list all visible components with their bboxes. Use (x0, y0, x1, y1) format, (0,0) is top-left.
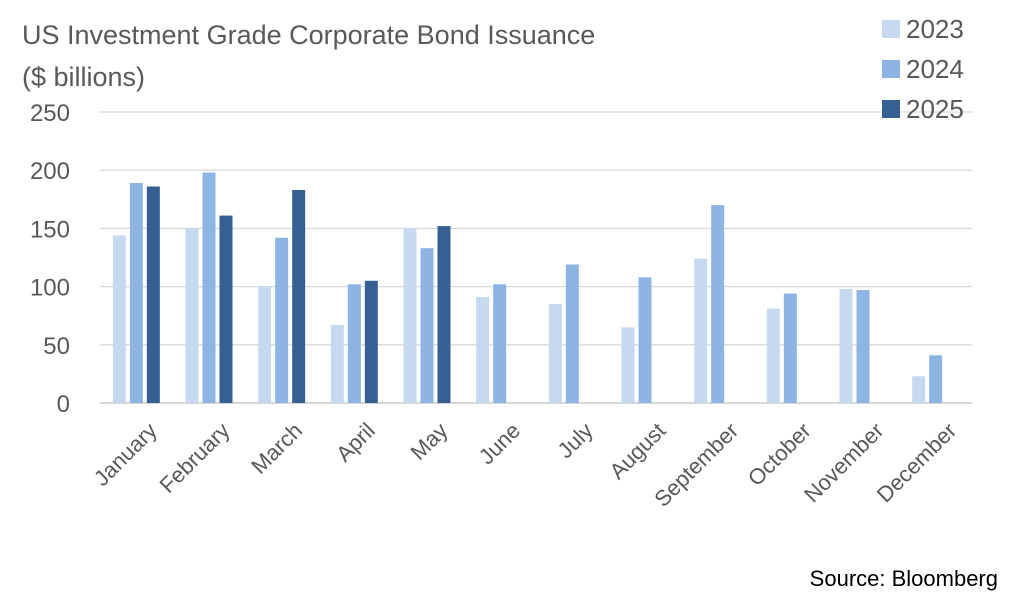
bar-2023-april (330, 325, 344, 403)
legend-swatch-2023 (882, 20, 900, 38)
bar-2023-june (476, 297, 490, 403)
bar-2024-august (638, 277, 652, 403)
chart-title-line1: US Investment Grade Corporate Bond Issua… (22, 20, 595, 50)
gridlines (100, 111, 972, 404)
bar-2024-september (711, 205, 725, 403)
x-tick-label-october: October (743, 418, 816, 491)
x-tick-label-april: April (331, 418, 380, 467)
bar-2023-december (912, 376, 926, 403)
bars (112, 172, 943, 403)
bar-2024-april (347, 284, 361, 403)
bar-2023-august (621, 327, 635, 403)
y-axis-ticks: 0 50 100 150 200 250 (30, 100, 70, 418)
x-tick-label-june: June (474, 418, 525, 469)
bar-2024-january (129, 183, 143, 403)
bar-2023-september (694, 258, 708, 403)
bar-2025-february (219, 215, 233, 403)
chart-title-line2: ($ billions) (22, 62, 145, 92)
bar-2024-july (565, 264, 579, 403)
bar-2025-may (437, 226, 451, 403)
bar-2023-july (548, 304, 562, 403)
x-tick-label-july: July (553, 418, 598, 463)
y-tick-label: 0 (57, 391, 70, 418)
bar-2023-october (766, 308, 780, 403)
bar-2024-may (420, 248, 434, 403)
bar-2023-november (839, 288, 853, 403)
legend-label-2024: 2024 (906, 54, 964, 84)
bar-2024-december (929, 355, 943, 403)
bar-2023-february (185, 228, 199, 403)
bar-2023-march (258, 286, 272, 403)
y-tick-label: 150 (30, 216, 70, 243)
x-tick-label-january: January (89, 418, 162, 491)
x-tick-label-february: February (155, 418, 235, 498)
source-note: Source: Bloomberg (809, 566, 998, 591)
x-tick-label-august: August (604, 418, 670, 484)
y-tick-label: 250 (30, 100, 70, 127)
bar-2025-march (292, 189, 306, 403)
bar-2025-january (146, 186, 160, 403)
y-tick-label: 200 (30, 158, 70, 185)
bar-2024-march (275, 237, 289, 403)
bar-2023-may (403, 228, 417, 403)
legend: 2023 2024 2025 (882, 14, 964, 124)
x-tick-label-may: May (405, 418, 452, 465)
bar-2024-february (202, 172, 216, 403)
bar-2024-october (783, 293, 797, 403)
bar-2024-november (856, 290, 870, 403)
bar-2023-january (112, 235, 126, 403)
legend-label-2023: 2023 (906, 14, 964, 44)
bar-2025-april (364, 280, 378, 403)
legend-swatch-2025 (882, 100, 900, 118)
x-tick-label-december: December (872, 418, 961, 507)
legend-swatch-2024 (882, 60, 900, 78)
x-tick-label-march: March (246, 418, 307, 479)
bar-2024-june (493, 284, 507, 403)
y-tick-label: 50 (43, 333, 70, 360)
y-tick-label: 100 (30, 275, 70, 302)
legend-label-2025: 2025 (906, 94, 964, 124)
